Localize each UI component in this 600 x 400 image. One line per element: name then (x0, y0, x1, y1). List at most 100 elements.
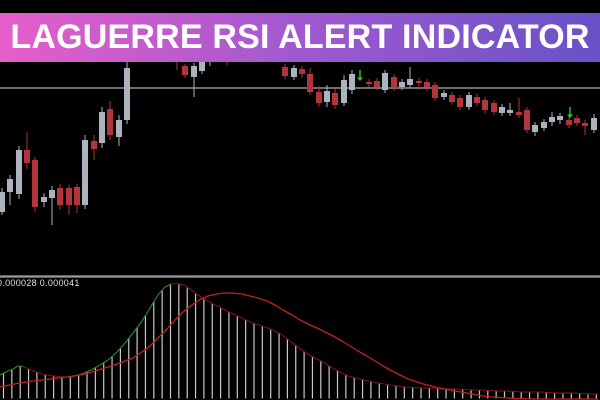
envelope-segment (372, 381, 382, 385)
histogram-bar (194, 293, 197, 399)
envelope-segment (580, 392, 591, 395)
candle-body (49, 190, 55, 198)
histogram-bar (295, 345, 297, 399)
candle-wick (509, 103, 511, 116)
candle-body (116, 120, 122, 137)
histogram-bar (587, 393, 589, 399)
histogram-bar (420, 387, 422, 399)
histogram-bar (161, 290, 163, 399)
envelope-segment (17, 365, 24, 368)
histogram-bar (403, 386, 405, 399)
histogram-bar (111, 356, 113, 399)
histogram-bar (253, 323, 255, 399)
histogram-bar (370, 381, 372, 399)
histogram-bar (261, 326, 263, 399)
histogram-bar (144, 315, 147, 399)
histogram-bar (61, 376, 63, 399)
histogram-bar (178, 283, 180, 399)
envelope-segment (170, 282, 178, 285)
candle-body (549, 117, 555, 122)
envelope-segment (33, 370, 43, 375)
envelope-segment (289, 340, 299, 348)
histogram-bar (69, 376, 71, 399)
histogram-bar (378, 383, 380, 399)
candle-body (282, 67, 288, 76)
envelope-segment (480, 389, 491, 392)
envelope-segment (82, 368, 93, 375)
candle-body (466, 95, 472, 107)
candle-body (557, 116, 563, 120)
envelope-segment (572, 392, 582, 395)
envelope-segment (176, 282, 185, 286)
histogram-bar (278, 333, 280, 399)
histogram-bar (537, 392, 539, 399)
histogram-bar (520, 391, 522, 399)
envelope-segment (28, 368, 35, 372)
histogram-bar (528, 392, 531, 399)
histogram-bar (27, 368, 30, 399)
candle-body (382, 73, 388, 90)
candle-body (482, 100, 488, 110)
histogram-bar (512, 391, 514, 399)
histogram-bar (270, 329, 272, 399)
histogram-bar (228, 311, 230, 399)
candle-body (591, 118, 597, 130)
candle-wick (418, 78, 420, 90)
histogram-bar (94, 367, 96, 399)
candle-body (499, 107, 505, 113)
histogram-bar (554, 392, 556, 399)
envelope-segment (414, 386, 424, 389)
candle-body (99, 112, 105, 143)
envelope-segment (183, 284, 191, 290)
envelope-segment (7, 368, 14, 372)
envelope-segment (514, 390, 524, 393)
candle-wick (584, 120, 586, 135)
candle-body (307, 74, 313, 92)
histogram-bar (186, 287, 188, 399)
envelope-segment (132, 320, 143, 334)
candle-wick (209, 62, 211, 66)
envelope-segment (149, 294, 159, 309)
candle-body (299, 69, 305, 74)
histogram-bar (336, 370, 339, 399)
candle-body (191, 66, 197, 77)
histogram-bar (203, 298, 205, 399)
histogram-bar (428, 388, 430, 399)
candle-body (91, 141, 97, 149)
envelope-segment (489, 389, 499, 392)
envelope-segment (116, 342, 126, 353)
candle-body (391, 77, 397, 88)
envelope-segment (157, 286, 166, 296)
envelope-segment (305, 352, 316, 359)
candle-body (82, 140, 88, 205)
histogram-bar (128, 338, 130, 399)
envelope-segment (41, 373, 51, 377)
histogram-bar (153, 301, 155, 399)
title-banner: LAGUERRE RSI ALERT INDICATOR (0, 13, 600, 62)
histogram-bar (595, 394, 597, 399)
candle-body (332, 93, 338, 105)
candles-layer (0, 62, 597, 225)
candle-body (424, 82, 430, 87)
candle-wick (51, 186, 53, 225)
candle-body (582, 123, 588, 126)
candle-body (124, 68, 130, 120)
histogram-bar (303, 351, 305, 399)
histogram-layer (2, 283, 597, 399)
histogram-bar (445, 388, 447, 399)
envelope-segment (239, 316, 249, 322)
envelope-segment (0, 370, 9, 376)
envelope-segment (347, 375, 357, 379)
candle-body (199, 62, 205, 71)
alert-arrow-head (357, 77, 363, 81)
histogram-bar (437, 388, 439, 399)
alert-arrow-head (567, 114, 573, 118)
envelope-segment (107, 351, 118, 361)
candle-body (507, 110, 513, 113)
envelope-segment (205, 299, 216, 306)
histogram-bar (361, 379, 364, 399)
envelope-segment (405, 386, 416, 389)
